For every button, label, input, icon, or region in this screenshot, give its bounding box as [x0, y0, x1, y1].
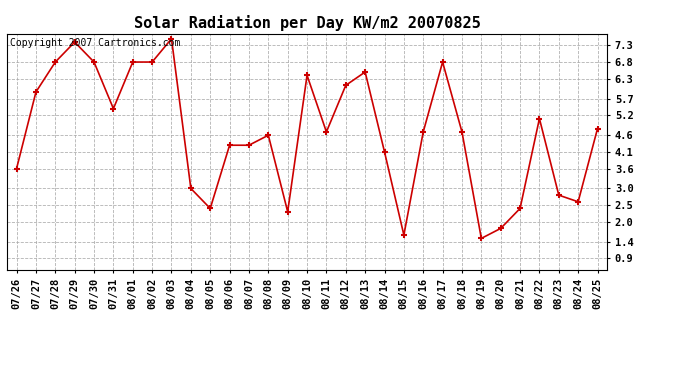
Title: Solar Radiation per Day KW/m2 20070825: Solar Radiation per Day KW/m2 20070825 — [134, 15, 480, 31]
Text: Copyright 2007 Cartronics.com: Copyright 2007 Cartronics.com — [10, 39, 180, 48]
